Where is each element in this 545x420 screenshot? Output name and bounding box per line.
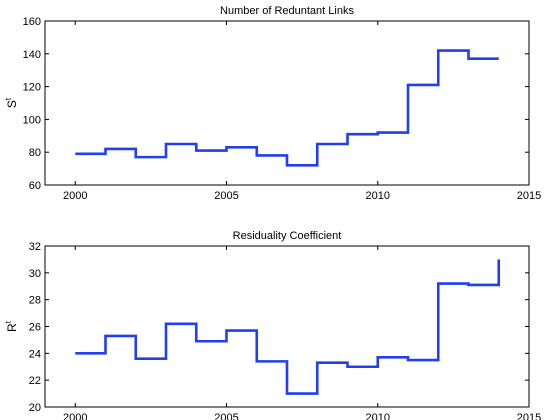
y-axis-label-superscript: t [4,97,13,100]
x-tick-label: 2015 [517,412,541,420]
y-tick-label: 80 [29,147,41,159]
x-tick-label: 2010 [366,412,390,420]
top-chart-title: Number of Reduntant Links [220,5,354,17]
y-tick-label: 140 [23,49,41,61]
top-y-axis-label: St [4,97,19,108]
y-tick-label: 120 [23,82,41,94]
x-tick-label: 2000 [63,190,87,202]
bottom-y-axis-label: Rt [4,320,19,332]
y-tick-label: 22 [29,375,41,387]
y-tick-label: 28 [29,295,41,307]
y-axis-label-base: R [5,323,19,332]
top-axes: 2000 2005 2010 2015 60 80 100 120 140 160 Number o… [4,5,541,202]
y-tick-label: 20 [29,402,41,414]
y-axis-label-base: S [5,100,19,108]
y-tick-label: 24 [29,348,41,360]
y-tick-label: 60 [29,180,41,192]
y-tick-label: 32 [29,241,41,253]
x-tick-label: 2005 [214,190,238,202]
bottom-series-line [75,259,501,395]
y-tick-label: 100 [23,114,41,126]
x-tick-label: 2005 [214,412,238,420]
top-axes-frame [44,20,530,186]
bottom-axes: 2000 2005 2010 2015 20 22 24 26 28 30 32 Residualit… [4,230,541,420]
y-tick-label: 160 [23,16,41,28]
x-tick-label: 2015 [517,190,541,202]
top-series-line [75,49,499,167]
y-tick-label: 26 [29,322,41,334]
y-axis-label-superscript: t [4,320,13,323]
x-tick-label: 2010 [366,190,390,202]
y-tick-label: 30 [29,268,41,280]
bottom-chart-title: Residuality Coefficient [233,230,342,242]
x-tick-label: 2000 [63,412,87,420]
